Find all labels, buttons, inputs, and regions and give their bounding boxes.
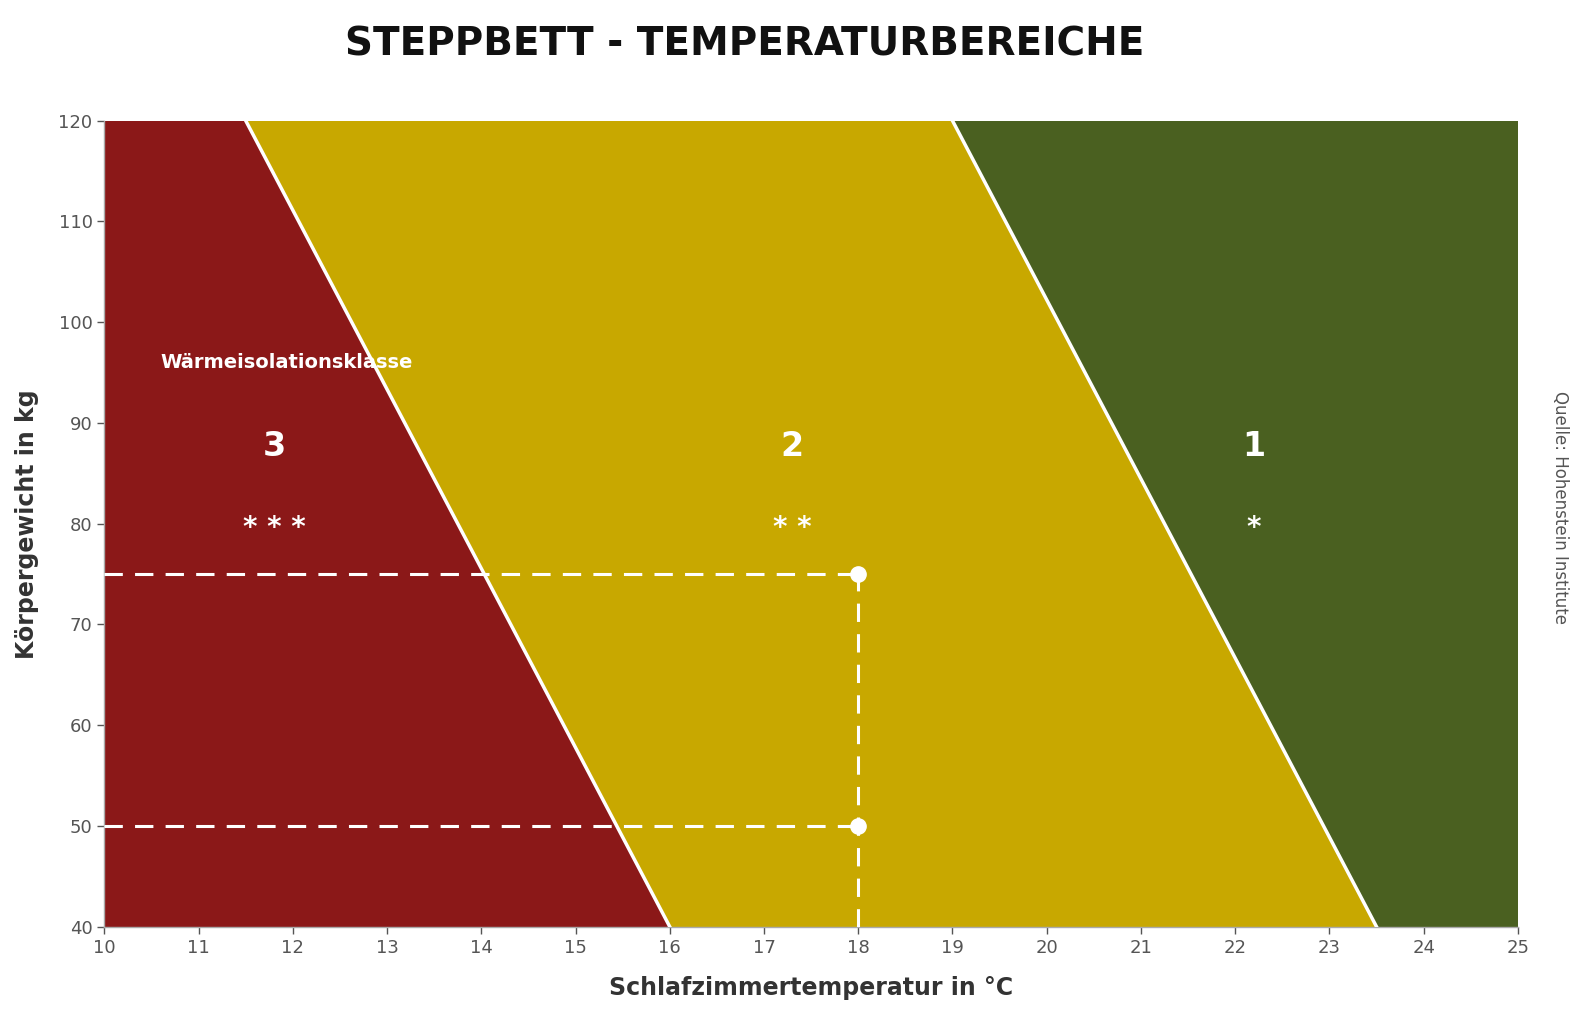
Text: *: * <box>1247 514 1261 542</box>
Polygon shape <box>952 121 1517 927</box>
Text: * * *: * * * <box>242 514 306 542</box>
Text: STEPPBETT - TEMPERATURBEREICHE: STEPPBETT - TEMPERATURBEREICHE <box>345 25 1144 63</box>
Y-axis label: Körpergewicht in kg: Körpergewicht in kg <box>14 389 40 659</box>
Text: 2: 2 <box>781 430 803 463</box>
Text: Quelle: Hohenstein Institute: Quelle: Hohenstein Institute <box>1551 391 1570 624</box>
X-axis label: Schlafzimmertemperatur in °C: Schlafzimmertemperatur in °C <box>610 976 1014 1000</box>
Text: 3: 3 <box>263 430 285 463</box>
Text: 1: 1 <box>1242 430 1266 463</box>
Text: * *: * * <box>773 514 811 542</box>
Polygon shape <box>105 121 670 927</box>
Polygon shape <box>246 121 1376 927</box>
Text: Wärmeisolationsklasse: Wärmeisolationsklasse <box>162 353 413 373</box>
